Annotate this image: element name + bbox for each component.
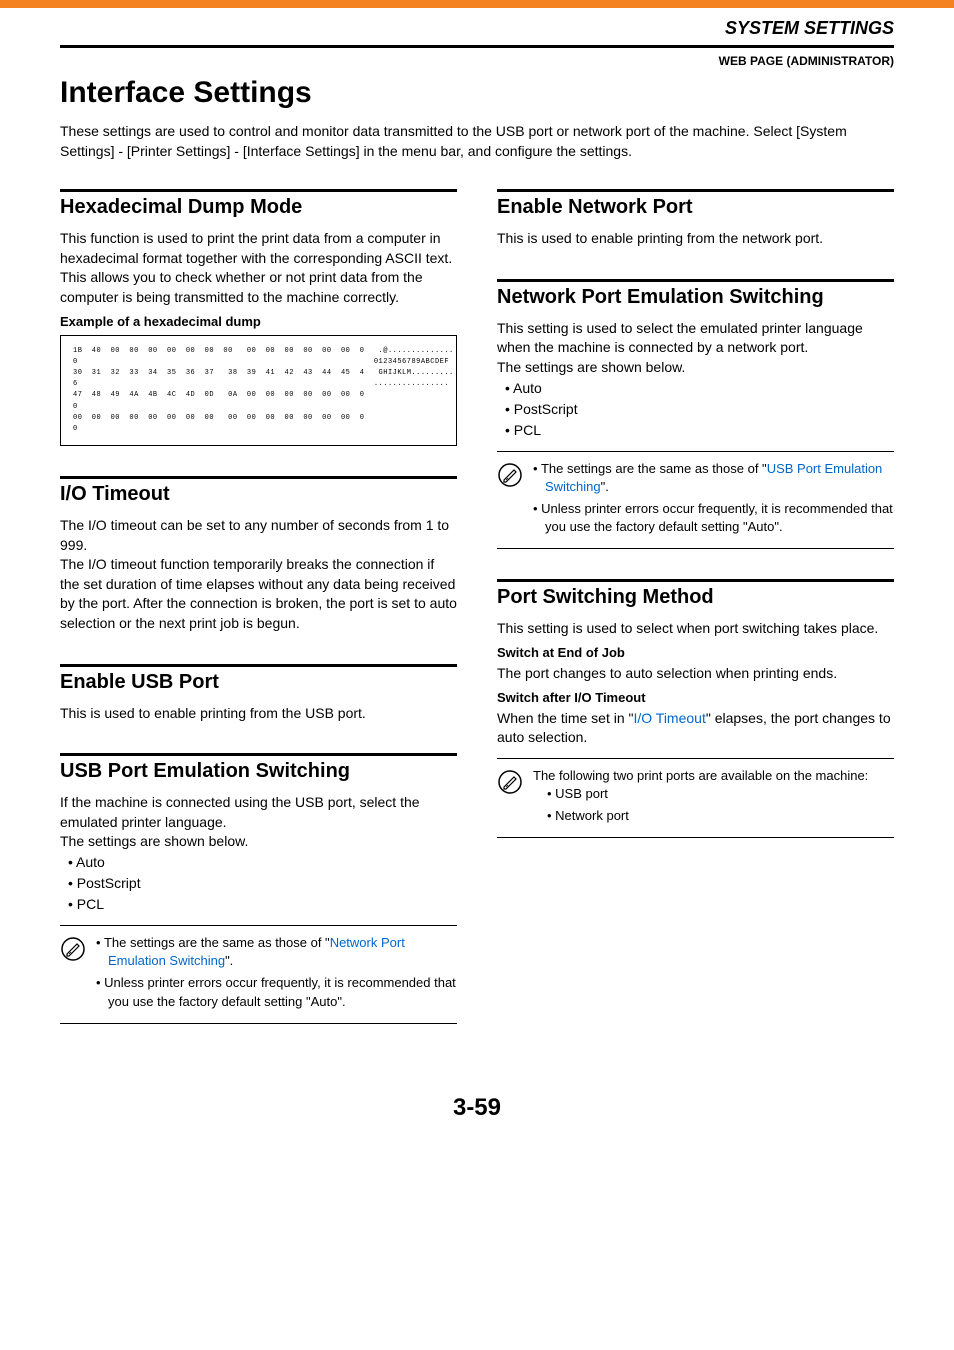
note-item: The settings are the same as those of "U… [533, 460, 894, 496]
heading-enable-usb: Enable USB Port [60, 671, 457, 694]
heading-io-timeout: I/O Timeout [60, 483, 457, 506]
accent-bar [0, 0, 954, 8]
net-emu-body: This setting is used to select the emula… [497, 319, 894, 358]
hex-body: This function is used to print the print… [60, 229, 457, 307]
heading-hex-dump: Hexadecimal Dump Mode [60, 196, 457, 219]
block-network-emulation: Network Port Emulation Switching This se… [497, 279, 894, 550]
pencil-icon [60, 936, 86, 962]
hex-l4: 6 ................ [73, 380, 449, 388]
rule [60, 664, 457, 667]
column-right: Enable Network Port This is used to enab… [497, 189, 894, 1054]
list-item: Auto [68, 852, 457, 873]
switch-end-body: The port changes to auto selection when … [497, 664, 894, 684]
hex-l6: 0 [73, 403, 78, 411]
list-item: PCL [505, 420, 894, 441]
list-item: PostScript [68, 873, 457, 894]
block-usb-emulation: USB Port Emulation Switching If the mach… [60, 753, 457, 1024]
block-enable-usb: Enable USB Port This is used to enable p… [60, 664, 457, 724]
hex-l1: 1B 40 00 00 00 00 00 00 00 00 00 00 00 0… [73, 347, 454, 355]
hex-example-label: Example of a hexadecimal dump [60, 314, 457, 329]
net-emu-settings-label: The settings are shown below. [497, 358, 894, 378]
note-item: The settings are the same as those of "N… [96, 934, 457, 970]
note-intro: The following two print ports are availa… [533, 767, 894, 785]
enable-usb-body: This is used to enable printing from the… [60, 704, 457, 724]
heading-network-emulation: Network Port Emulation Switching [497, 286, 894, 309]
rule [497, 579, 894, 582]
rule [497, 279, 894, 282]
enable-network-body: This is used to enable printing from the… [497, 229, 894, 249]
io-body-2: The I/O timeout function temporarily bre… [60, 555, 457, 633]
intro-paragraph: These settings are used to control and m… [60, 122, 894, 161]
note-item: Unless printer errors occur frequently, … [96, 974, 457, 1010]
switch-io-heading: Switch after I/O Timeout [497, 690, 894, 705]
hex-l5: 47 48 49 4A 4B 4C 4D 0D 0A 00 00 00 00 0… [73, 391, 364, 399]
page-number: 3-59 [60, 1094, 894, 1122]
two-columns: Hexadecimal Dump Mode This function is u… [60, 189, 894, 1054]
switch-io-body: When the time set in "I/O Timeout" elaps… [497, 709, 894, 748]
usb-emu-settings-label: The settings are shown below. [60, 832, 457, 852]
list-item: PostScript [505, 399, 894, 420]
rule [497, 189, 894, 192]
link-io-timeout[interactable]: I/O Timeout [633, 710, 705, 726]
port-sw-body: This setting is used to select when port… [497, 619, 894, 639]
page-body: Interface Settings These settings are us… [0, 68, 954, 1162]
note-content: The settings are the same as those of "N… [96, 934, 457, 1015]
note-item: Network port [547, 807, 894, 825]
note-item: Unless printer errors occur frequently, … [533, 500, 894, 536]
hex-l2: 0 0123456789ABCDEF [73, 358, 449, 366]
note-port-sw: The following two print ports are availa… [497, 758, 894, 839]
rule [60, 476, 457, 479]
note-content: The settings are the same as those of "U… [533, 460, 894, 541]
heading-usb-emulation: USB Port Emulation Switching [60, 760, 457, 783]
rule [60, 753, 457, 756]
block-io-timeout: I/O Timeout The I/O timeout can be set t… [60, 476, 457, 634]
hex-l3: 30 31 32 33 34 35 36 37 38 39 41 42 43 4… [73, 369, 454, 377]
column-left: Hexadecimal Dump Mode This function is u… [60, 189, 457, 1054]
note-usb-emu: The settings are the same as those of "N… [60, 925, 457, 1024]
section-title: SYSTEM SETTINGS [725, 18, 894, 38]
note-item: USB port [547, 785, 894, 803]
list-item: Auto [505, 378, 894, 399]
hex-dump-box: 1B 40 00 00 00 00 00 00 00 00 00 00 00 0… [60, 335, 457, 447]
pencil-icon [497, 769, 523, 795]
note-content: The following two print ports are availa… [533, 767, 894, 830]
block-hex-dump: Hexadecimal Dump Mode This function is u… [60, 189, 457, 446]
hex-l8: 0 [73, 425, 78, 433]
net-emu-options: Auto PostScript PCL [497, 378, 894, 441]
header-row: SYSTEM SETTINGS [0, 8, 954, 45]
block-port-switching: Port Switching Method This setting is us… [497, 579, 894, 838]
sub-header: WEB PAGE (ADMINISTRATOR) [0, 48, 954, 68]
usb-emu-body: If the machine is connected using the US… [60, 793, 457, 832]
rule [60, 189, 457, 192]
usb-emu-options: Auto PostScript PCL [60, 852, 457, 915]
io-body-1: The I/O timeout can be set to any number… [60, 516, 457, 555]
pencil-icon [497, 462, 523, 488]
heading-enable-network: Enable Network Port [497, 196, 894, 219]
switch-end-heading: Switch at End of Job [497, 645, 894, 660]
hex-l7: 00 00 00 00 00 00 00 00 00 00 00 00 00 0… [73, 414, 364, 422]
note-net-emu: The settings are the same as those of "U… [497, 451, 894, 550]
heading-port-switching: Port Switching Method [497, 586, 894, 609]
block-enable-network: Enable Network Port This is used to enab… [497, 189, 894, 249]
list-item: PCL [68, 894, 457, 915]
page-title: Interface Settings [60, 76, 894, 110]
